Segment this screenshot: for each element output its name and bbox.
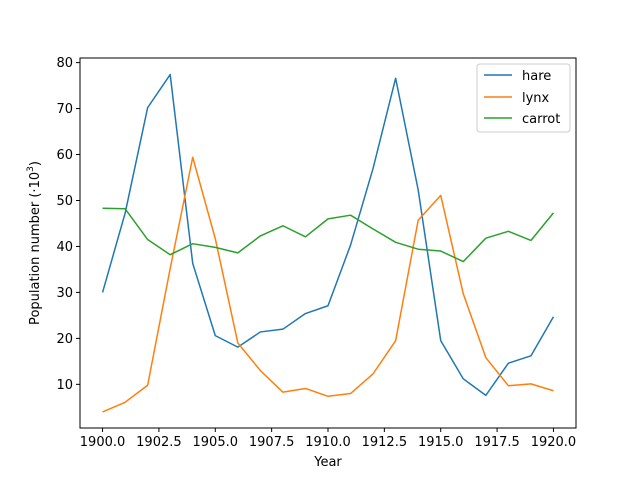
x-tick-label: 1917.5 [474, 435, 520, 450]
y-tick-label: 10 [56, 378, 73, 393]
x-axis-ticks: 1900.0 1902.5 1905.0 1907.5 1910.0 1912.5 1915… [80, 428, 576, 450]
series-lines [101, 73, 555, 413]
x-tick-label: 1912.5 [362, 435, 408, 450]
y-tick-label: 80 [56, 56, 73, 71]
x-tick-label: 1907.5 [249, 435, 295, 450]
x-tick-label: 1905.0 [193, 435, 239, 450]
legend-label-lynx: lynx [522, 91, 550, 106]
legend-label-hare: hare [522, 69, 551, 84]
series-line-carrot [102, 207, 555, 263]
series-line-lynx [102, 156, 554, 413]
y-axis-ticks: 10 20 30 40 50 60 70 80 [56, 56, 80, 393]
x-tick-label: 1915.0 [418, 435, 464, 450]
y-tick-label: 60 [56, 148, 73, 163]
legend: hare lynx carrot [476, 63, 571, 133]
y-axis-label: Population number (·103) [26, 161, 43, 325]
x-tick-label: 1902.5 [136, 435, 182, 450]
y-tick-label: 40 [56, 240, 73, 255]
x-tick-label: 1910.0 [305, 435, 351, 450]
x-axis-label: Year [313, 455, 342, 470]
legend-box [476, 63, 571, 133]
y-tick-label: 70 [56, 102, 73, 117]
legend-label-carrot: carrot [522, 112, 560, 127]
x-tick-label: 1900.0 [80, 435, 126, 450]
y-tick-label: 30 [56, 286, 73, 301]
y-tick-label: 50 [56, 194, 73, 209]
x-tick-label: 1920.0 [531, 435, 577, 450]
y-tick-label: 20 [56, 332, 73, 347]
series-line-hare [101, 73, 555, 397]
